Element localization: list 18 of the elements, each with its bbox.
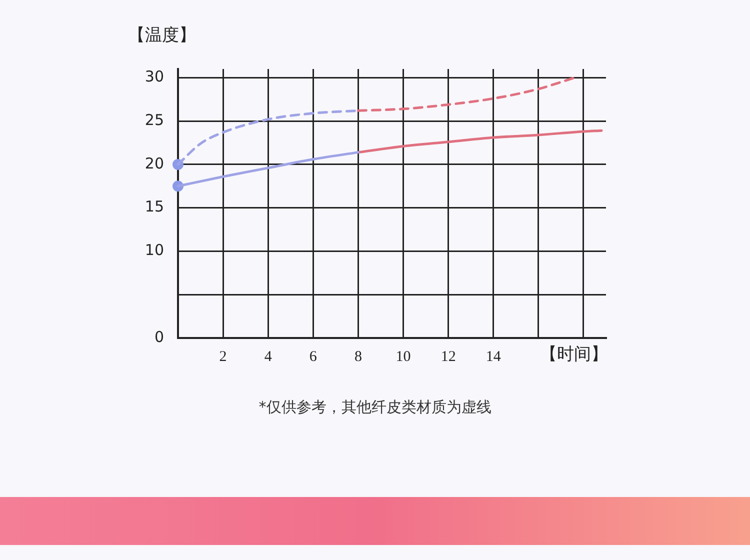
y-tick-label: 15 bbox=[144, 198, 164, 216]
y-tick-label: 25 bbox=[144, 110, 164, 129]
line-series bbox=[356, 129, 603, 154]
x-tick-label: 8 bbox=[354, 348, 362, 365]
x-tick-label: 2 bbox=[219, 348, 227, 365]
x-tick-label: 14 bbox=[486, 348, 502, 365]
y-tick-label: 30 bbox=[144, 68, 164, 86]
y-tick-label: 10 bbox=[144, 241, 164, 260]
y-tick-label: 20 bbox=[144, 154, 164, 172]
text: *仅供参考，其他纤皮类材质为虚线 bbox=[258, 398, 492, 417]
y-axis-title: 【温度】 bbox=[128, 25, 196, 46]
x-axis-title: 【时间】 bbox=[540, 344, 608, 364]
x-tick-label: 6 bbox=[309, 348, 318, 365]
x-tick-label: 10 bbox=[396, 348, 411, 365]
line-series bbox=[356, 76, 576, 112]
y-tick-label: 0 bbox=[154, 328, 164, 346]
x-tick-label: 12 bbox=[440, 348, 456, 365]
x-tick-label: 4 bbox=[264, 348, 272, 365]
